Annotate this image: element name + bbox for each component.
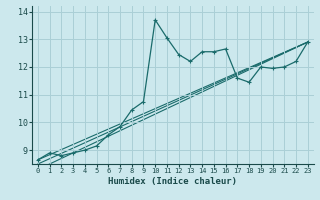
X-axis label: Humidex (Indice chaleur): Humidex (Indice chaleur) [108,177,237,186]
